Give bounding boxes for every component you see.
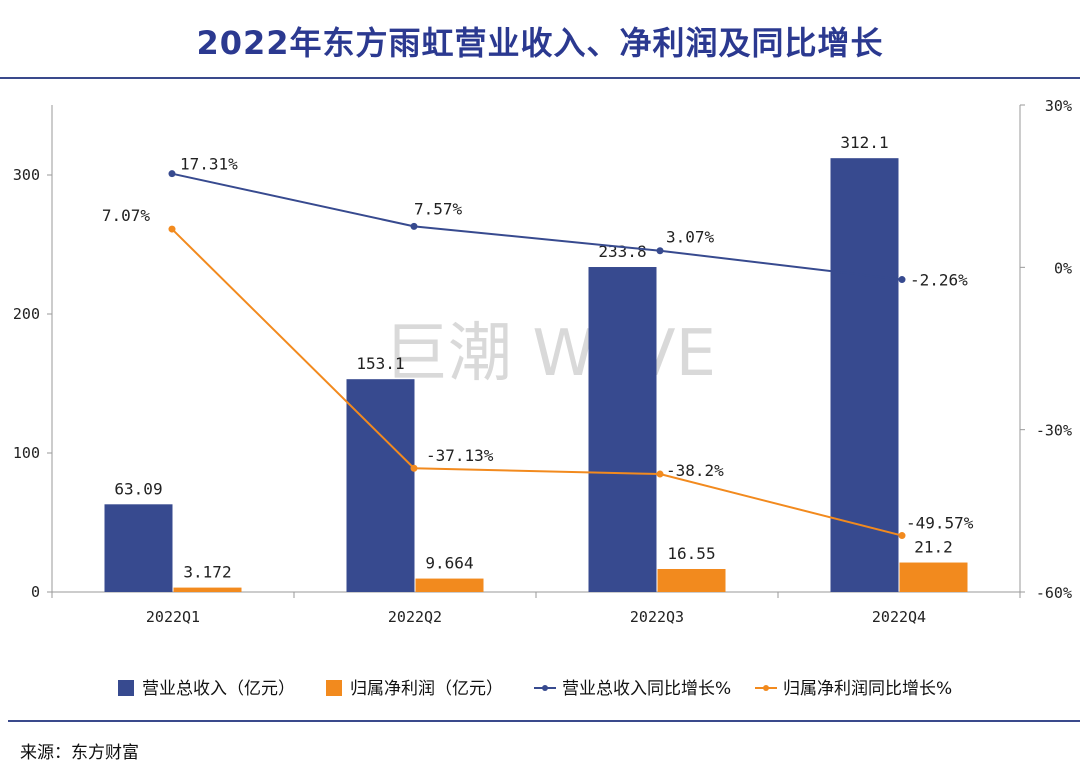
chart-area: 巨潮 WAVE 0 100 200 300 30% 0% -30% -60% 2022Q1 2022… bbox=[13, 97, 1072, 699]
line-point bbox=[410, 222, 418, 230]
line-data-label: 7.57% bbox=[414, 199, 463, 218]
bar-data-label: 9.664 bbox=[425, 554, 473, 573]
legend-swatch bbox=[326, 680, 342, 696]
line-data-label: -2.26% bbox=[910, 271, 968, 290]
y-left-tick-label: 300 bbox=[13, 166, 40, 184]
chart-title: 2022年东方雨虹营业收入、净利润及同比增长 bbox=[196, 24, 884, 62]
bar-net-profit bbox=[415, 578, 484, 592]
bar-revenue bbox=[346, 379, 415, 592]
line-revenue-growth bbox=[171, 172, 903, 281]
title-divider bbox=[0, 77, 1080, 79]
y-right-tick-label: -30% bbox=[1036, 422, 1072, 440]
legend-swatch bbox=[118, 680, 134, 696]
line-point bbox=[898, 532, 906, 540]
x-tick-label: 2022Q2 bbox=[388, 608, 442, 626]
line-data-label: 17.31% bbox=[180, 155, 238, 174]
line-net-profit-growth bbox=[171, 228, 903, 537]
source-note: 来源：东方财富 bbox=[20, 743, 139, 763]
legend-label: 营业总收入（亿元） bbox=[142, 679, 295, 699]
bar-data-label: 63.09 bbox=[114, 479, 162, 498]
bar-data-label: 3.172 bbox=[183, 563, 231, 582]
bar-net-profit bbox=[899, 562, 968, 592]
legend-swatch-marker bbox=[542, 685, 548, 691]
line-data-label: -49.57% bbox=[906, 514, 974, 533]
x-tick-label: 2022Q3 bbox=[630, 608, 684, 626]
line-point bbox=[168, 170, 176, 178]
legend-swatch-marker bbox=[763, 685, 769, 691]
bar-net-profit bbox=[173, 587, 242, 592]
y-right-tick-label: 30% bbox=[1045, 97, 1072, 115]
x-tick-label: 2022Q1 bbox=[146, 608, 200, 626]
bar-revenue bbox=[104, 504, 173, 592]
line-point bbox=[656, 470, 664, 478]
y-left-tick-label: 200 bbox=[13, 305, 40, 323]
bar-data-label: 16.55 bbox=[667, 544, 715, 563]
line-point bbox=[898, 276, 906, 284]
y-right-tick-label: -60% bbox=[1036, 584, 1072, 602]
bar-data-label: 153.1 bbox=[356, 354, 404, 373]
bar-data-label: 21.2 bbox=[914, 538, 953, 557]
line-data-label: 3.07% bbox=[666, 228, 715, 247]
bar-data-label: 312.1 bbox=[840, 133, 888, 152]
legend-label: 归属净利润（亿元） bbox=[350, 679, 503, 699]
legend-label: 营业总收入同比增长% bbox=[562, 679, 731, 699]
bar-revenue bbox=[588, 267, 657, 592]
line-point bbox=[656, 247, 664, 255]
line-data-label: -37.13% bbox=[426, 446, 494, 465]
y-left-tick-label: 100 bbox=[13, 444, 40, 462]
y-left-tick-label: 0 bbox=[31, 583, 40, 601]
watermark: 巨潮 WAVE bbox=[384, 317, 716, 391]
bar-net-profit bbox=[657, 568, 726, 592]
legend-label: 归属净利润同比增长% bbox=[783, 679, 952, 699]
x-tick-label: 2022Q4 bbox=[872, 608, 926, 626]
line-data-label: -38.2% bbox=[666, 461, 724, 480]
y-right-tick-label: 0% bbox=[1054, 259, 1072, 277]
footer-divider bbox=[8, 720, 1080, 722]
line-point bbox=[168, 225, 176, 233]
line-point bbox=[410, 464, 418, 472]
line-data-label: 7.07% bbox=[102, 206, 151, 225]
